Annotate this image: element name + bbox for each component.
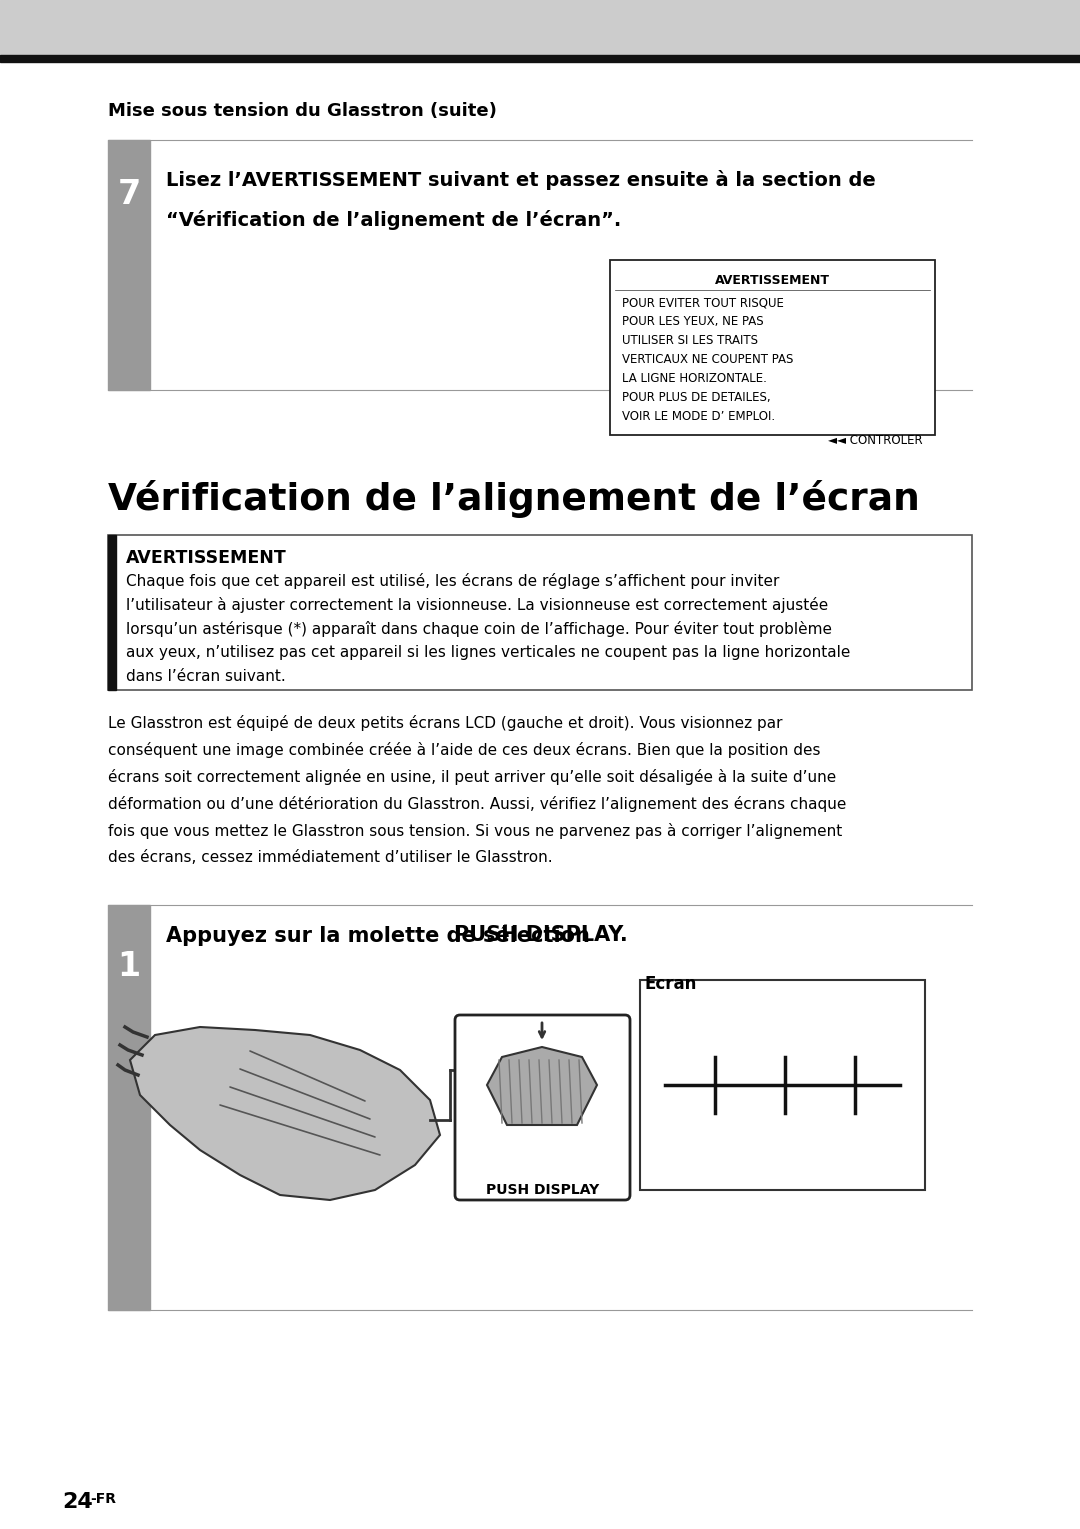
Text: AVERTISSEMENT: AVERTISSEMENT	[126, 549, 287, 567]
Text: PUSH DISPLAY: PUSH DISPLAY	[486, 1183, 599, 1197]
Text: Lisez l’AVERTISSEMENT suivant et passez ensuite à la section de: Lisez l’AVERTISSEMENT suivant et passez …	[166, 170, 876, 190]
Text: VOIR LE MODE D’ EMPLOI.: VOIR LE MODE D’ EMPLOI.	[622, 410, 775, 424]
Text: déformation ou d’une détérioration du Glasstron. Aussi, vérifiez l’alignement de: déformation ou d’une détérioration du Gl…	[108, 797, 847, 812]
Text: des écrans, cessez immédiatement d’utiliser le Glasstron.: des écrans, cessez immédiatement d’utili…	[108, 850, 553, 865]
FancyBboxPatch shape	[610, 260, 935, 434]
Polygon shape	[487, 1047, 597, 1125]
Text: écrans soit correctement alignée en usine, il peut arriver qu’elle soit désaligé: écrans soit correctement alignée en usin…	[108, 769, 836, 784]
Text: Chaque fois que cet appareil est utilisé, les écrans de réglage s’affichent pour: Chaque fois que cet appareil est utilisé…	[126, 573, 780, 589]
Text: POUR LES YEUX, NE PAS: POUR LES YEUX, NE PAS	[622, 315, 764, 329]
Text: Le Glasstron est équipé de deux petits écrans LCD (gauche et droit). Vous vision: Le Glasstron est équipé de deux petits é…	[108, 716, 783, 731]
Text: -FR: -FR	[90, 1492, 116, 1506]
Text: aux yeux, n’utilisez pas cet appareil si les lignes verticales ne coupent pas la: aux yeux, n’utilisez pas cet appareil si…	[126, 645, 850, 661]
Text: Mise sous tension du Glasstron (suite): Mise sous tension du Glasstron (suite)	[108, 102, 497, 119]
Text: LA LIGNE HORIZONTALE.: LA LIGNE HORIZONTALE.	[622, 372, 767, 385]
Text: “Vérification de l’alignement de l’écran”.: “Vérification de l’alignement de l’écran…	[166, 209, 621, 229]
Text: UTILISER SI LES TRAITS: UTILISER SI LES TRAITS	[622, 333, 758, 347]
Bar	[108, 905, 150, 1310]
Text: VERTICAUX NE COUPENT PAS: VERTICAUX NE COUPENT PAS	[622, 353, 794, 365]
FancyBboxPatch shape	[455, 1015, 630, 1200]
Text: POUR EVITER TOUT RISQUE: POUR EVITER TOUT RISQUE	[622, 297, 784, 309]
Text: lorsqu’un astérisque (*) apparaît dans chaque coin de l’affichage. Pour éviter t: lorsqu’un astérisque (*) apparaît dans c…	[126, 621, 832, 638]
Bar	[108, 141, 150, 390]
Text: Vérification de l’alignement de l’écran: Vérification de l’alignement de l’écran	[108, 480, 920, 518]
Text: PUSH DISPLAY.: PUSH DISPLAY.	[454, 925, 627, 945]
Text: ◄◄ CONTROLER: ◄◄ CONTROLER	[828, 434, 923, 446]
Text: 24: 24	[62, 1492, 93, 1512]
Text: dans l’écran suivant.: dans l’écran suivant.	[126, 670, 286, 683]
Text: 1: 1	[118, 950, 140, 983]
Bar	[0, 0, 1080, 58]
FancyBboxPatch shape	[108, 535, 972, 690]
Text: Appuyez sur la molette de sélection: Appuyez sur la molette de sélection	[166, 925, 597, 946]
Text: l’utilisateur à ajuster correctement la visionneuse. La visionneuse est correcte: l’utilisateur à ajuster correctement la …	[126, 596, 828, 613]
Bar	[640, 980, 924, 1190]
Bar	[0, 55, 1080, 63]
Text: Ecran: Ecran	[645, 976, 698, 992]
Polygon shape	[130, 1027, 440, 1200]
Text: POUR PLUS DE DETAILES,: POUR PLUS DE DETAILES,	[622, 391, 771, 404]
Text: conséquent une image combinée créée à l’aide de ces deux écrans. Bien que la pos: conséquent une image combinée créée à l’…	[108, 742, 821, 758]
Text: fois que vous mettez le Glasstron sous tension. Si vous ne parvenez pas à corrig: fois que vous mettez le Glasstron sous t…	[108, 823, 842, 839]
Text: AVERTISSEMENT: AVERTISSEMENT	[715, 274, 831, 287]
Text: 7: 7	[118, 177, 140, 211]
Bar	[108, 535, 116, 690]
